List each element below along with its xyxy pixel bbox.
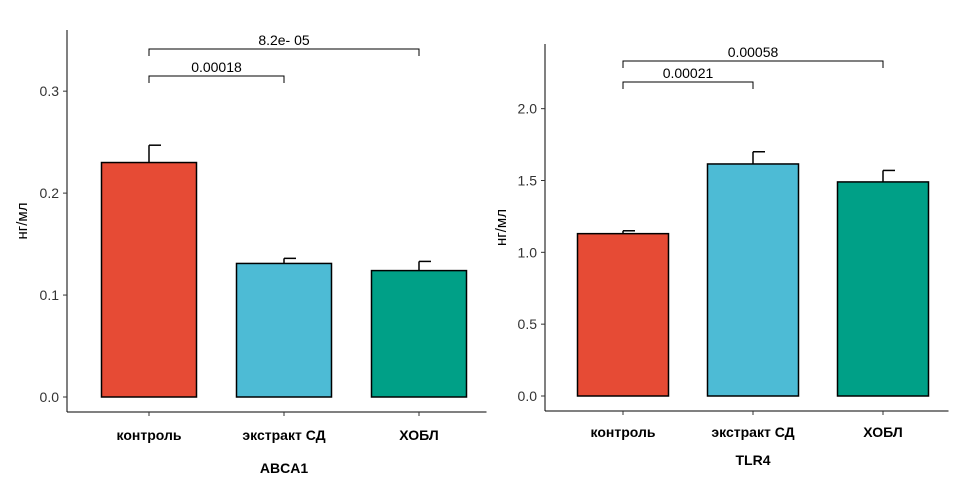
category-label: контроль bbox=[591, 424, 656, 440]
y-axis-title: нг/мл bbox=[493, 209, 510, 246]
category-label: ХОБЛ bbox=[399, 427, 438, 443]
y-tick-label: 0.5 bbox=[518, 316, 538, 332]
y-tick-label: 0.0 bbox=[40, 389, 60, 405]
panel-title: ABCA1 bbox=[260, 460, 308, 476]
bar bbox=[576, 232, 670, 397]
y-tick-label: 2.0 bbox=[518, 101, 538, 117]
y-axis-title: нг/мл bbox=[14, 203, 31, 240]
tlr4-panel: 0.0 0.5 1.0 1.5 2.0 нг/мл контроль экстракт СД Х… bbox=[493, 44, 949, 468]
significance-label: 0.00058 bbox=[728, 44, 779, 60]
bar bbox=[706, 163, 800, 397]
category-label: экстракт СД bbox=[711, 424, 794, 440]
y-tick-label: 0.1 bbox=[40, 287, 60, 303]
y-tick-label: 0.3 bbox=[40, 83, 60, 99]
bar bbox=[370, 269, 468, 398]
significance-bracket bbox=[622, 60, 884, 68]
significance-label: 0.00018 bbox=[191, 59, 242, 75]
bar bbox=[836, 181, 930, 397]
y-tick-label: 0.2 bbox=[40, 185, 60, 201]
significance-bracket bbox=[622, 81, 754, 89]
category-label: контроль bbox=[117, 427, 182, 443]
bar bbox=[100, 161, 198, 398]
abca1-panel: 0.0 0.1 0.2 0.3 нг/мл контроль экстракт СД ХОБЛ… bbox=[14, 30, 487, 476]
significance-bracket bbox=[148, 75, 285, 83]
y-tick-label: 1.0 bbox=[518, 244, 538, 260]
bar bbox=[235, 262, 333, 398]
panel-title: TLR4 bbox=[736, 452, 771, 468]
category-label: экстракт СД bbox=[242, 427, 325, 443]
significance-label: 0.00021 bbox=[663, 65, 714, 81]
y-tick-label: 1.5 bbox=[518, 172, 538, 188]
category-label: ХОБЛ bbox=[863, 424, 902, 440]
significance-label: 8.2e- 05 bbox=[258, 32, 310, 48]
significance-bracket bbox=[148, 48, 420, 56]
y-tick-label: 0.0 bbox=[518, 388, 538, 404]
